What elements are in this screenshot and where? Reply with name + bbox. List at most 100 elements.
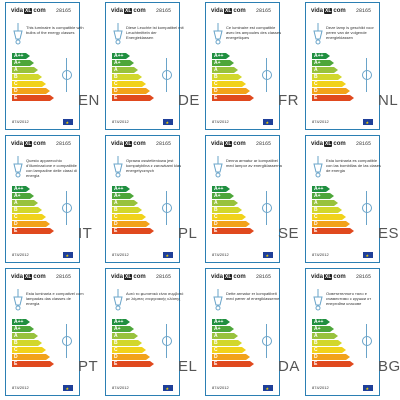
energy-class-bar: A — [212, 200, 238, 206]
language-code: EN — [78, 92, 100, 109]
logo-mid: XL — [324, 8, 333, 14]
energy-class-bar: B — [312, 340, 342, 346]
compatibility-text: Deze lamp is geschikt voor peren van de … — [326, 25, 374, 40]
energy-label: vida XL com 28165 Denna armatur ar kompatibe… — [205, 135, 282, 263]
lamp-compatible-icon — [261, 58, 273, 92]
energy-class-scale: A++ A+ A B C D E — [312, 53, 354, 102]
energy-class-bar: A — [12, 200, 38, 206]
energy-class-bar: E — [112, 95, 154, 101]
logo-mid: XL — [324, 274, 333, 280]
language-code: EL — [178, 358, 198, 375]
logo-mid: XL — [24, 274, 33, 280]
brand-logo: vida XL com — [211, 8, 246, 14]
ceiling-lamp-icon — [12, 23, 24, 47]
eu-flag-icon: ★ — [363, 119, 373, 125]
ceiling-lamp-icon — [212, 23, 224, 47]
logo-left: vida — [311, 274, 324, 280]
logo-right: com — [233, 274, 246, 280]
lamp-compatible-icon — [61, 324, 73, 358]
eu-flag-icon: ★ — [163, 385, 173, 391]
label-cell-da: vida XL com 28165 Dette armatur er kompatibe… — [200, 266, 300, 398]
energy-class-bar: E — [212, 95, 254, 101]
model-code: 28165 — [155, 141, 171, 147]
model-code: 28165 — [355, 274, 371, 280]
compatibility-text: Oprawa oswietleniowa jest kompatybilna z… — [126, 158, 182, 173]
energy-class-scale: A++ A+ A B C D E — [112, 319, 154, 368]
energy-class-scale: A++ A+ A B C D E — [212, 53, 254, 102]
logo-mid: XL — [224, 8, 233, 14]
energy-class-bar: A++ — [112, 53, 130, 59]
energy-class-bar: E — [312, 95, 354, 101]
energy-class-bar: C — [12, 214, 46, 220]
energy-class-scale: A++ A+ A B C D E — [12, 53, 54, 102]
ceiling-lamp-icon — [112, 23, 124, 47]
logo-left: vida — [211, 274, 224, 280]
ceiling-lamp-icon — [112, 156, 124, 180]
lamp-compatible-icon — [161, 191, 173, 225]
energy-class-bar: B — [312, 207, 342, 213]
energy-class-bar: A+ — [212, 60, 234, 66]
energy-class-bar: D — [12, 88, 50, 94]
energy-class-bar: D — [212, 88, 250, 94]
energy-class-bar: B — [212, 340, 242, 346]
compatibility-text: Esta luminaria es compatible con las bom… — [326, 158, 381, 173]
logo-left: vida — [11, 274, 24, 280]
energy-label: vida XL com 28165 Осветителното тяло е съвме… — [305, 268, 380, 396]
model-code: 28165 — [255, 8, 271, 14]
compatibility-text: Denna armatur ar kompatibel med lampor a… — [226, 158, 282, 168]
ceiling-lamp-icon — [312, 156, 324, 180]
language-code: FR — [278, 92, 299, 109]
model-code: 28165 — [55, 141, 71, 147]
energy-class-scale: A++ A+ A B C D E — [212, 186, 254, 235]
energy-class-bar: B — [112, 74, 142, 80]
energy-label: vida XL com 28165 Deze lamp is geschikt voor… — [305, 2, 380, 130]
energy-class-bar: B — [312, 74, 342, 80]
energy-class-bar: B — [12, 207, 42, 213]
regulation-number: 874/2012 — [12, 119, 29, 124]
energy-label: vida XL com 28165 Questo apparecchio d'illum… — [5, 135, 80, 263]
energy-class-bar: D — [112, 221, 150, 227]
energy-class-bar: D — [12, 354, 50, 360]
energy-class-bar: B — [112, 207, 142, 213]
energy-class-bar: A++ — [312, 53, 330, 59]
energy-class-bar: C — [12, 81, 46, 87]
energy-class-bar: C — [112, 347, 146, 353]
energy-class-bar: E — [212, 228, 254, 234]
energy-class-bar: A+ — [112, 60, 134, 66]
energy-class-bar: A+ — [312, 193, 334, 199]
energy-class-scale: A++ A+ A B C D E — [112, 53, 154, 102]
logo-left: vida — [11, 8, 24, 14]
brand-logo: vida XL com — [11, 274, 46, 280]
model-code: 28165 — [355, 8, 371, 14]
label-cell-es: vida XL com 28165 Esta luminaria es compatib… — [300, 133, 400, 265]
brand-logo: vida XL com — [311, 141, 346, 147]
energy-class-scale: A++ A+ A B C D E — [12, 186, 54, 235]
eu-flag-icon: ★ — [363, 385, 373, 391]
compatibility-text: Αυτό το φωτιστικό είναι συμβατό με λάμπε… — [126, 291, 184, 301]
energy-class-bar: E — [12, 228, 54, 234]
model-code: 28165 — [155, 8, 171, 14]
energy-class-bar: B — [112, 340, 142, 346]
compatibility-text: Dette armatur er kompatibelt med pærer a… — [226, 291, 280, 301]
energy-class-bar: A++ — [212, 53, 230, 59]
brand-logo: vida XL com — [111, 274, 146, 280]
eu-flag-icon: ★ — [263, 385, 273, 391]
energy-label: vida XL com 28165 Ce luminaire est compatibl… — [205, 2, 281, 130]
compatibility-text: This luminaire is compatible with bulbs … — [26, 25, 84, 35]
language-code: NL — [378, 92, 399, 109]
logo-right: com — [133, 274, 146, 280]
logo-left: vida — [111, 8, 124, 14]
energy-class-bar: C — [112, 81, 146, 87]
energy-class-bar: A++ — [12, 53, 30, 59]
energy-class-scale: A++ A+ A B C D E — [212, 319, 254, 368]
language-code: ES — [378, 225, 400, 242]
energy-class-bar: A++ — [312, 186, 330, 192]
brand-logo: vida XL com — [111, 8, 146, 14]
ceiling-lamp-icon — [12, 156, 24, 180]
eu-flag-icon: ★ — [363, 252, 373, 258]
label-cell-pl: vida XL com 28165 Oprawa oswietleniowa jest … — [100, 133, 200, 265]
label-cell-en: vida XL com 28165 This luminaire is compatib… — [0, 0, 100, 132]
regulation-number: 874/2012 — [312, 385, 329, 390]
label-cell-pt: vida XL com 28165 Esta luminaria e compative… — [0, 266, 100, 398]
lamp-compatible-icon — [61, 58, 73, 92]
